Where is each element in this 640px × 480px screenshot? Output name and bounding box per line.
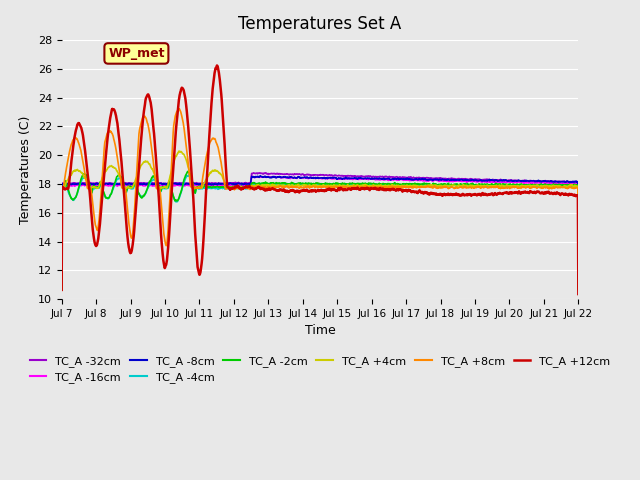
TC_A +12cm	[335, 187, 342, 192]
Text: WP_met: WP_met	[108, 47, 164, 60]
TC_A -4cm	[575, 287, 582, 292]
Legend: TC_A -32cm, TC_A -16cm, TC_A -8cm, TC_A -4cm, TC_A -2cm, TC_A +4cm, TC_A +8cm, T: TC_A -32cm, TC_A -16cm, TC_A -8cm, TC_A …	[26, 351, 614, 387]
TC_A +4cm	[58, 287, 65, 292]
TC_A +4cm	[470, 183, 478, 189]
TC_A -16cm	[346, 176, 354, 181]
TC_A +12cm	[213, 62, 221, 68]
TC_A +12cm	[470, 192, 478, 197]
TC_A -16cm	[58, 286, 65, 291]
TC_A -32cm	[335, 173, 342, 179]
TC_A -8cm	[575, 283, 582, 289]
TC_A +4cm	[575, 286, 582, 291]
TC_A -32cm	[543, 179, 551, 184]
TC_A -8cm	[257, 173, 264, 179]
Line: TC_A -16cm: TC_A -16cm	[61, 176, 579, 288]
TC_A -2cm	[202, 184, 210, 190]
TC_A +4cm	[529, 183, 537, 189]
TC_A -32cm	[346, 173, 354, 179]
TC_A -16cm	[470, 178, 478, 184]
TC_A -16cm	[529, 180, 537, 186]
TC_A +8cm	[58, 288, 65, 293]
Line: TC_A -8cm: TC_A -8cm	[61, 176, 579, 288]
TC_A -16cm	[264, 173, 272, 179]
TC_A +8cm	[335, 184, 342, 190]
TC_A +4cm	[175, 148, 183, 154]
TC_A -4cm	[58, 287, 65, 293]
Y-axis label: Temperatures (C): Temperatures (C)	[19, 115, 32, 224]
TC_A -4cm	[202, 185, 210, 191]
Line: TC_A +12cm: TC_A +12cm	[61, 65, 579, 294]
TC_A -2cm	[58, 287, 65, 292]
TC_A +12cm	[58, 287, 65, 293]
TC_A -32cm	[250, 170, 257, 176]
TC_A -8cm	[543, 179, 551, 184]
Line: TC_A +8cm: TC_A +8cm	[61, 109, 579, 290]
TC_A +4cm	[346, 183, 354, 189]
TC_A -8cm	[335, 175, 342, 180]
TC_A +8cm	[175, 106, 183, 112]
TC_A -32cm	[58, 284, 65, 290]
TC_A +8cm	[470, 185, 478, 191]
TC_A -8cm	[346, 175, 354, 181]
TC_A -32cm	[529, 179, 537, 184]
TC_A -4cm	[186, 172, 193, 178]
TC_A -8cm	[529, 178, 537, 184]
Line: TC_A +4cm: TC_A +4cm	[61, 151, 579, 289]
Line: TC_A -32cm: TC_A -32cm	[61, 173, 579, 287]
TC_A +8cm	[543, 185, 551, 191]
TC_A -2cm	[346, 180, 354, 186]
TC_A -4cm	[529, 183, 537, 189]
Line: TC_A -2cm: TC_A -2cm	[61, 171, 579, 289]
TC_A -2cm	[575, 286, 582, 291]
TC_A -16cm	[575, 284, 582, 290]
TC_A +4cm	[202, 177, 210, 183]
TC_A -16cm	[335, 176, 342, 182]
TC_A -32cm	[202, 180, 209, 186]
TC_A -2cm	[543, 182, 551, 188]
TC_A -16cm	[202, 183, 209, 189]
TC_A -8cm	[58, 285, 65, 290]
TC_A -4cm	[335, 181, 342, 187]
TC_A -8cm	[470, 178, 478, 183]
TC_A -2cm	[529, 182, 537, 188]
TC_A +4cm	[543, 183, 551, 189]
TC_A +4cm	[335, 183, 342, 189]
Title: Temperatures Set A: Temperatures Set A	[238, 15, 402, 33]
TC_A +8cm	[575, 287, 582, 292]
TC_A -32cm	[470, 177, 478, 182]
TC_A -2cm	[335, 181, 342, 187]
TC_A -4cm	[346, 182, 354, 188]
TC_A +8cm	[202, 156, 210, 161]
TC_A +12cm	[202, 194, 209, 200]
TC_A +12cm	[346, 186, 354, 192]
TC_A +12cm	[575, 291, 582, 297]
TC_A -4cm	[470, 182, 478, 188]
Line: TC_A -4cm: TC_A -4cm	[61, 175, 579, 290]
TC_A +8cm	[346, 184, 354, 190]
TC_A +12cm	[543, 190, 551, 195]
TC_A -32cm	[575, 284, 582, 289]
TC_A -16cm	[543, 180, 551, 185]
TC_A +12cm	[529, 190, 537, 195]
TC_A -4cm	[543, 183, 551, 189]
TC_A -2cm	[184, 168, 191, 174]
TC_A -8cm	[202, 181, 209, 187]
TC_A +8cm	[529, 184, 537, 190]
TC_A -2cm	[470, 182, 478, 188]
X-axis label: Time: Time	[305, 324, 335, 337]
